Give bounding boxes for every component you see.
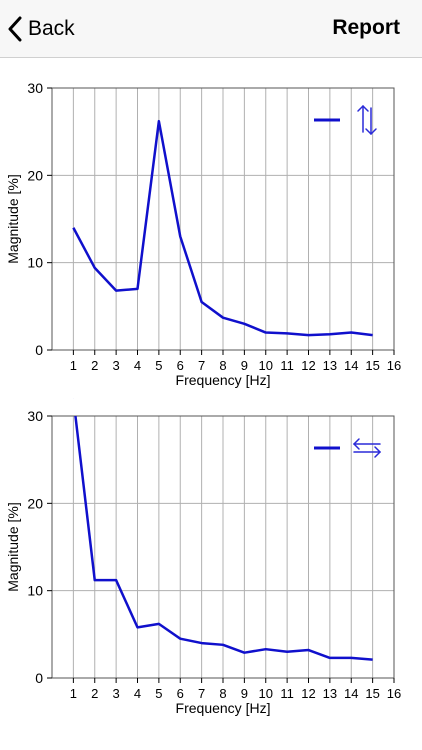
x-tick-label: 12 <box>301 358 315 373</box>
y-tick-label: 20 <box>27 167 43 183</box>
y-tick-label: 0 <box>35 342 43 358</box>
legend <box>314 438 382 458</box>
x-tick-label: 14 <box>344 686 358 701</box>
x-tick-label: 14 <box>344 358 358 373</box>
y-axis-label: Magnitude [%] <box>5 502 21 592</box>
vertical-arrows-icon <box>357 104 377 136</box>
x-tick-label: 8 <box>219 358 226 373</box>
x-tick-label: 6 <box>177 686 184 701</box>
x-tick-label: 9 <box>241 358 248 373</box>
x-tick-label: 10 <box>259 358 273 373</box>
x-tick-label: 10 <box>259 686 273 701</box>
x-tick-label: 7 <box>198 686 205 701</box>
y-tick-label: 0 <box>35 670 43 686</box>
vertical-chart-panel: 0 10 20 30 1 2 3 4 5 6 7 8 9 10 11 12 13 14 15 16 Frequency … <box>0 68 422 398</box>
horizontal-arrows-icon <box>352 438 382 458</box>
x-tick-label: 15 <box>365 358 379 373</box>
x-tick-label: 3 <box>113 358 120 373</box>
y-tick-label: 30 <box>27 80 43 96</box>
y-axis-label: Magnitude [%] <box>5 174 21 264</box>
legend <box>314 104 377 136</box>
x-tick-label: 11 <box>280 358 294 373</box>
navigation-bar: Back Report <box>0 0 422 58</box>
x-tick-label: 4 <box>134 686 141 701</box>
x-tick-label: 2 <box>91 686 98 701</box>
y-tick-label: 20 <box>27 495 43 511</box>
back-label: Back <box>28 17 75 40</box>
x-tick-label: 1 <box>70 686 77 701</box>
y-tick-label: 10 <box>27 255 43 271</box>
report-button[interactable]: Report <box>332 16 400 39</box>
x-tick-label: 7 <box>198 358 205 373</box>
horizontal-chart-panel: 0 10 20 30 1 2 3 4 5 6 7 8 9 10 11 12 13 14 15 16 Frequency … <box>0 396 422 726</box>
x-tick-label: 13 <box>323 358 337 373</box>
x-tick-label: 12 <box>301 686 315 701</box>
back-button[interactable]: Back <box>8 12 75 46</box>
y-tick-label: 10 <box>27 583 43 599</box>
x-axis-label: Frequency [Hz] <box>176 372 271 388</box>
x-axis-label: Frequency [Hz] <box>176 700 271 716</box>
x-tick-label: 1 <box>70 358 77 373</box>
x-tick-label: 5 <box>155 358 162 373</box>
x-tick-label: 8 <box>219 686 226 701</box>
x-tick-label: 4 <box>134 358 141 373</box>
x-tick-label: 9 <box>241 686 248 701</box>
x-tick-label: 11 <box>280 686 294 701</box>
x-tick-label: 5 <box>155 686 162 701</box>
chevron-left-icon <box>8 16 22 42</box>
x-tick-label: 6 <box>177 358 184 373</box>
x-tick-label: 13 <box>323 686 337 701</box>
x-tick-label: 16 <box>387 358 401 373</box>
x-tick-label: 15 <box>365 686 379 701</box>
x-tick-label: 2 <box>91 358 98 373</box>
y-tick-label: 30 <box>27 408 43 424</box>
x-tick-label: 3 <box>113 686 120 701</box>
x-tick-label: 16 <box>387 686 401 701</box>
